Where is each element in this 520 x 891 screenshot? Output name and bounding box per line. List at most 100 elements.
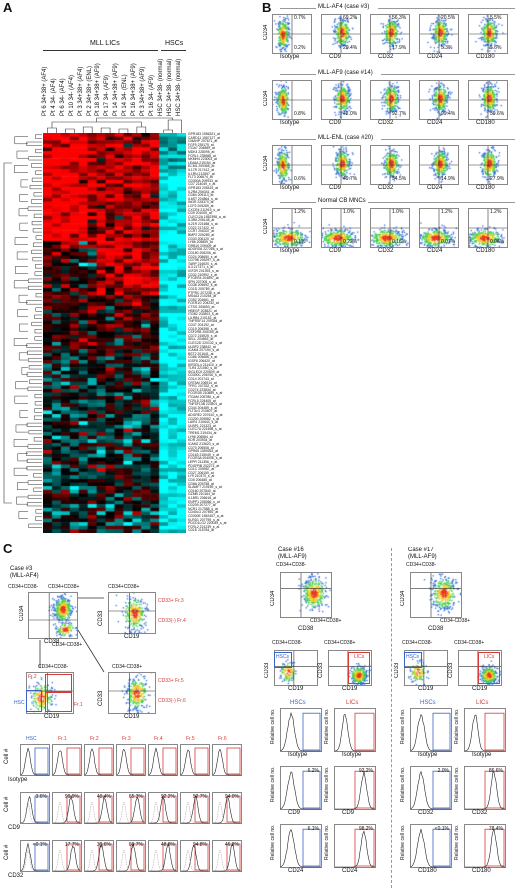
axis-label: CD38 <box>298 626 314 632</box>
hist-percent: 99.9% <box>64 794 79 800</box>
hsc-gate <box>404 652 422 668</box>
marker-label: Isotype <box>280 120 300 126</box>
dendro-branch <box>34 271 42 276</box>
facs-plot-b <box>419 208 459 248</box>
axis-label-cd34: CD34 <box>263 218 269 234</box>
dendro-branch <box>65 128 75 133</box>
hist-marker-label: Isotype <box>472 752 492 758</box>
marker-label: CD180 <box>476 120 495 126</box>
marker-label: CD24 <box>427 54 443 60</box>
facs-plot-b <box>321 145 361 185</box>
hist-gate <box>484 828 505 867</box>
fraction-label: Fr.2 <box>28 674 37 680</box>
gene-label: PDGFRB 202273_at <box>188 463 220 468</box>
gate-label: CD34-CD38+ <box>52 642 83 648</box>
hist-y-label: Relative cell no. <box>454 824 460 860</box>
case-divider-line <box>391 548 392 888</box>
sample-label: Pt 4 34- (AF4) <box>50 78 57 116</box>
dendro-branch <box>27 386 42 391</box>
gene-label: TFRC 207332_s_at <box>188 384 218 389</box>
dendro-branch <box>27 480 42 485</box>
gene-label: PTPRC 207238_s_at <box>188 290 221 295</box>
marker-label: Isotype <box>280 54 300 60</box>
marker-label: CD24 <box>427 185 443 191</box>
gene-label: CD300E 1552457_a_at <box>188 513 224 518</box>
facs-plot-b <box>468 80 508 120</box>
gene-label: GPR183 205419_at <box>188 186 218 191</box>
hist-group-label: HSCs <box>420 700 436 706</box>
gene-label: ICAM4 207194_s_at <box>188 348 219 353</box>
facs-plot-b <box>321 208 361 248</box>
row-title-line <box>381 139 515 140</box>
gene-label: GPR65 1559263_at <box>188 449 218 454</box>
axis-label: CD33 <box>264 662 270 678</box>
quadrant-upper-right: 5.5% <box>490 15 502 21</box>
hist-y-label: Relative cell no. <box>270 824 276 860</box>
hist-gate <box>34 843 49 871</box>
hist-isotype <box>212 801 241 824</box>
dendro-branch <box>27 285 42 291</box>
gene-label: CD27 206150_at <box>188 470 214 475</box>
hist-gate <box>302 828 321 867</box>
dendro-branch <box>16 150 28 159</box>
dendro-branch <box>27 494 42 500</box>
dendro-branch <box>31 163 42 168</box>
quadrant-lower-right: 99.4% <box>441 111 456 117</box>
marker-label: CD9 <box>329 185 342 191</box>
hist-gate <box>484 770 505 809</box>
gene-label: FCRL1 235988_at <box>188 153 216 158</box>
gene-label: LCP2 205269_at <box>188 204 214 209</box>
gene-label: CD274 223834_at <box>188 387 216 392</box>
quadrant-lower-right: 0.06% <box>490 239 505 245</box>
case3-title: Case #3 <box>10 566 33 572</box>
hist-curve <box>335 771 376 810</box>
dendro-branch <box>15 424 28 433</box>
hist-curve <box>148 747 177 776</box>
quadrant-lower-right: 20.4% <box>343 45 358 51</box>
gene-label: TREM1 219434_at <box>188 431 217 436</box>
hist-curve <box>116 748 145 776</box>
dendro-branch <box>29 379 42 384</box>
dendro-branch <box>19 323 28 332</box>
facs-plot-b <box>468 145 508 185</box>
quadrant-lower-right: 0.22% <box>343 239 358 245</box>
dendro-branch <box>34 314 42 319</box>
row-title: MLL-AF9 (case #14) <box>318 70 373 76</box>
hist-curve <box>334 713 375 752</box>
quadrant-lower-right: 0.1% <box>294 239 306 245</box>
gene-label: CLEC2D 220132_s_at <box>188 341 222 345</box>
axis-label: CD19 <box>124 714 140 720</box>
dendro-branch <box>19 410 28 418</box>
hist-isotype <box>148 849 177 872</box>
case3-histogram <box>84 744 114 776</box>
hist-group-label: LICs <box>476 700 489 706</box>
hist-isotype <box>84 849 113 872</box>
gene-label: LY9 210370_s_at <box>188 474 215 479</box>
facs-plot-b <box>272 208 312 248</box>
dendro-branch <box>27 278 42 283</box>
hist-curve <box>117 796 146 824</box>
hist-gate <box>130 747 145 775</box>
hist-isotype <box>116 849 145 872</box>
dendro-branch <box>31 221 42 226</box>
sub-label-hsc: HSCs <box>276 654 290 660</box>
hist-gate <box>484 712 505 751</box>
dendro-branch <box>26 458 42 463</box>
hist-curve <box>53 845 82 872</box>
gate-label: CD34+CD38- <box>38 664 69 670</box>
hist-percent: 3.6% <box>35 794 47 800</box>
case3-histogram <box>148 744 178 776</box>
dendro-branch <box>17 482 28 491</box>
case-hsc-histogram <box>410 708 452 752</box>
hist-gate <box>354 828 375 867</box>
quadrant-lower-right: 5.6% <box>490 45 502 51</box>
marker-label: CD180 <box>476 54 495 60</box>
hist-gate <box>432 828 451 867</box>
hist-curve <box>84 748 113 776</box>
quadrant-lower-right: 0.6% <box>294 176 306 182</box>
dendro-branch <box>26 350 42 355</box>
hist-marker-label: CD24 <box>288 868 304 874</box>
dendro-branch <box>35 516 42 521</box>
row-title-line <box>378 8 515 9</box>
gene-label: FCRL2 221239_s_at <box>188 524 220 529</box>
